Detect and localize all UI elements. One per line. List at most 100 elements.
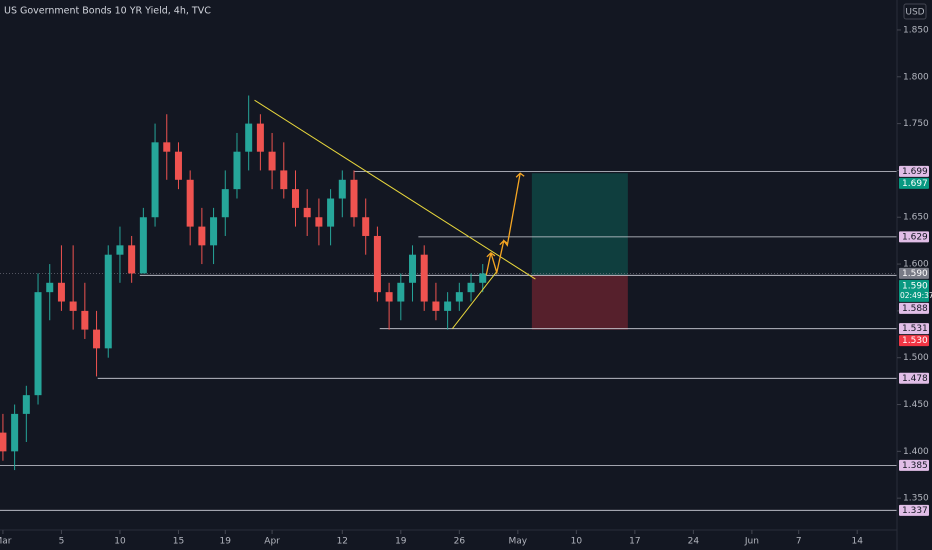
candle-body: [186, 179, 194, 227]
candle-body: [409, 254, 417, 283]
arrow-head: [499, 239, 509, 246]
candle-body: [291, 189, 299, 208]
candle-body: [432, 301, 440, 311]
chart-title: US Government Bonds 10 YR Yield, 4h, TVC: [4, 6, 211, 17]
candle-body: [455, 292, 463, 302]
price-label: 1.590: [902, 281, 928, 291]
candle-body: [315, 217, 323, 227]
target-zone: [531, 173, 628, 276]
candle-body: [104, 254, 112, 349]
x-tick-label: Mar: [0, 537, 12, 547]
y-tick-label: 1.600: [903, 260, 929, 270]
arrow-head: [486, 251, 496, 258]
candle-body: [116, 245, 124, 255]
x-tick-label: 10: [114, 537, 126, 547]
candle-body: [0, 432, 7, 452]
price-label: 1.697: [902, 179, 928, 189]
candle-body: [233, 151, 241, 190]
plot-area: [0, 95, 897, 511]
price-label-box: [899, 267, 929, 279]
stop-zone: [531, 275, 628, 330]
price-label-box: [899, 279, 929, 302]
price-label: 1.590: [902, 269, 928, 279]
x-tick-label: 15: [173, 537, 184, 547]
price-label-box: [899, 165, 929, 177]
candle-body: [444, 301, 452, 311]
x-tick-label: 26: [454, 537, 466, 547]
y-tick-label: 1.850: [903, 25, 929, 35]
candle-body: [210, 217, 218, 246]
y-tick-label: 1.500: [903, 353, 929, 363]
currency: USD: [905, 8, 924, 18]
candle-body: [22, 395, 30, 414]
x-tick-label: May: [509, 537, 528, 547]
price-label: 1.629: [902, 232, 928, 242]
x-tick-label: 24: [688, 537, 700, 547]
candle-body: [81, 310, 89, 330]
candle-body: [151, 142, 159, 218]
candle-body: [93, 329, 101, 349]
candle-body: [198, 226, 206, 246]
price-label-box: [899, 504, 929, 516]
x-tick-label: 19: [220, 537, 232, 547]
candle-body: [245, 123, 253, 152]
price-label: 1.385: [902, 461, 928, 471]
y-tick-label: 1.400: [903, 447, 929, 457]
price-label: 1.531: [902, 324, 928, 334]
candle-body: [327, 198, 335, 227]
y-tick-label: 1.450: [903, 400, 929, 410]
support-line: [451, 271, 498, 329]
y-tick-label: 1.800: [903, 72, 929, 82]
candle-body: [174, 151, 182, 180]
y-tick-label: 1.350: [903, 494, 929, 504]
price-label-box: [899, 372, 929, 384]
candle-body: [467, 282, 475, 293]
x-tick-label: 19: [395, 537, 407, 547]
candle-body: [11, 413, 19, 452]
currency-box[interactable]: [903, 3, 927, 20]
price-label: 1.478: [902, 374, 928, 384]
candle-body: [338, 179, 346, 199]
x-tick-label: 17: [629, 537, 640, 547]
candle-body: [128, 245, 136, 274]
arrow-head: [515, 172, 525, 178]
price-label-box: [899, 231, 929, 243]
price-label-box: [899, 323, 929, 335]
price-label-box: [899, 335, 929, 347]
candle-body: [479, 273, 487, 283]
candle-body: [397, 282, 405, 302]
x-tick-label: Apr: [264, 537, 280, 547]
candle-body: [139, 217, 147, 274]
candle-body: [57, 282, 65, 302]
price-label: 1.530: [902, 336, 928, 346]
x-tick-label: 7: [796, 537, 802, 547]
price-label: 1.588: [902, 304, 928, 314]
candle-body: [69, 301, 77, 311]
price-label-box: [899, 177, 929, 189]
candle-body: [362, 217, 370, 236]
candle-body: [280, 170, 288, 190]
x-tick-label: Jun: [744, 537, 759, 547]
price-label: 1.337: [902, 506, 928, 516]
candle-body: [268, 151, 276, 171]
price-label: 1.699: [902, 167, 928, 177]
candle-body: [221, 189, 229, 218]
candle-body: [34, 292, 42, 396]
candle-body: [385, 292, 393, 302]
price-label-box: [899, 302, 929, 314]
y-tick-label: 1.650: [903, 213, 929, 223]
candle-body: [163, 142, 171, 152]
x-tick-label: 5: [59, 537, 65, 547]
trendline: [254, 99, 536, 280]
projection-path: [485, 173, 521, 276]
candle-body: [256, 123, 264, 152]
candle-body: [303, 207, 311, 218]
x-tick-label: 14: [851, 537, 863, 547]
candle-body: [420, 254, 428, 302]
price-label-box: [899, 459, 929, 471]
candle-body: [373, 235, 381, 293]
x-tick-label: 10: [571, 537, 583, 547]
y-tick-label: 1.750: [903, 119, 929, 129]
